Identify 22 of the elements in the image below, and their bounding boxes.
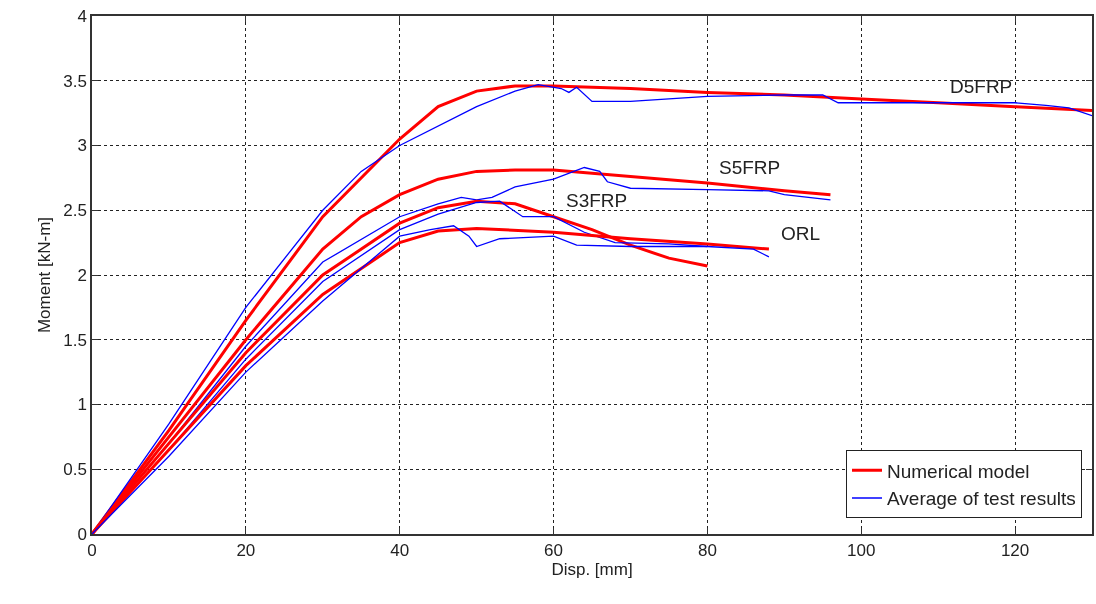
x-tick-label: 20: [236, 541, 256, 561]
y-tick-label: 2: [77, 265, 87, 285]
x-tick-label: 120: [1000, 541, 1030, 561]
x-tick-label: 40: [390, 541, 410, 561]
y-tick-label: 3.5: [63, 71, 87, 91]
annotation: S3FRP: [566, 190, 628, 211]
x-tick-label: 100: [847, 541, 876, 561]
x-tick-label: 80: [697, 541, 717, 561]
x-tick-label: 60: [544, 541, 563, 561]
annotation: ORL: [781, 223, 821, 244]
annotation: S5FRP: [719, 157, 781, 178]
y-tick-label: 4: [77, 6, 87, 26]
y-tick-label: 0.5: [63, 460, 87, 480]
legend-label: Numerical model: [887, 460, 1030, 482]
y-tick-label: 0: [77, 524, 87, 544]
y-axis-title: Moment [kN-m]: [35, 216, 55, 334]
y-tick-label: 3: [77, 136, 87, 156]
x-axis-title: Disp. [mm]: [551, 560, 633, 580]
y-tick-label: 1.5: [63, 330, 87, 350]
legend-label: Average of test results: [887, 488, 1076, 510]
y-tick-label: 1: [77, 395, 87, 415]
y-tick-label: 2.5: [63, 201, 87, 221]
